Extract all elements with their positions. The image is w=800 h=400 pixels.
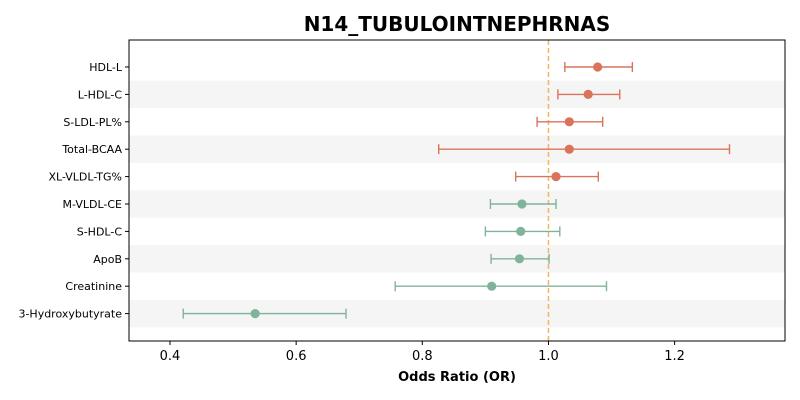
x-tick-label: 0.6 xyxy=(286,349,307,364)
row-band xyxy=(129,80,785,109)
estimate-row xyxy=(490,253,550,264)
estimate-row xyxy=(182,308,347,319)
row-band xyxy=(129,190,785,218)
y-tick-label: S-LDL-PL% xyxy=(63,116,122,129)
estimate-row xyxy=(557,89,621,100)
x-axis-label: Odds Ratio (OR) xyxy=(398,370,516,385)
data-marks xyxy=(182,62,731,319)
point-estimate xyxy=(250,309,260,319)
estimate-row xyxy=(489,199,557,209)
y-tick-label: M-VLDL-CE xyxy=(63,198,123,211)
point-estimate xyxy=(487,281,497,291)
x-tick-label: 0.4 xyxy=(160,349,181,364)
estimate-row xyxy=(564,62,634,72)
x-tick-label: 1.2 xyxy=(664,349,685,364)
y-tick-label: ApoB xyxy=(93,253,122,266)
point-estimate xyxy=(593,62,603,72)
y-tick-label: Creatinine xyxy=(65,280,122,293)
y-tick-label: S-HDL-C xyxy=(77,225,123,238)
x-tick-label: 1.0 xyxy=(538,349,559,364)
estimate-row xyxy=(438,144,731,155)
x-tick-label: 0.8 xyxy=(412,349,433,364)
y-tick-label: Total-BCAA xyxy=(61,143,122,156)
point-estimate xyxy=(551,172,561,182)
point-estimate xyxy=(564,117,574,127)
estimate-row xyxy=(514,171,599,182)
point-estimate xyxy=(514,254,525,264)
row-band xyxy=(129,245,785,273)
row-bands xyxy=(129,80,785,328)
estimate-row xyxy=(536,116,604,127)
y-tick-label: L-HDL-C xyxy=(78,88,123,101)
plot-frame xyxy=(128,39,786,342)
point-estimate xyxy=(564,144,574,154)
y-tick-labels: HDL-L L-HDL-C S-LDL-PL% Total-BCAA XL-VLDL-T… xyxy=(18,61,129,321)
y-tick-label: HDL-L xyxy=(89,61,123,74)
estimate-row xyxy=(484,226,561,237)
point-estimate xyxy=(583,89,593,99)
y-tick-label: 3-Hydroxybutyrate xyxy=(18,308,122,321)
point-estimate xyxy=(517,199,527,209)
point-estimate xyxy=(516,226,526,236)
estimate-row xyxy=(394,281,608,292)
x-axis-ticks: 0.4 0.6 0.8 1.0 1.2 xyxy=(160,341,685,364)
y-tick-label: XL-VLDL-TG% xyxy=(48,171,122,184)
chart-title: N14_TUBULOINTNEPHRNAS xyxy=(304,12,611,36)
